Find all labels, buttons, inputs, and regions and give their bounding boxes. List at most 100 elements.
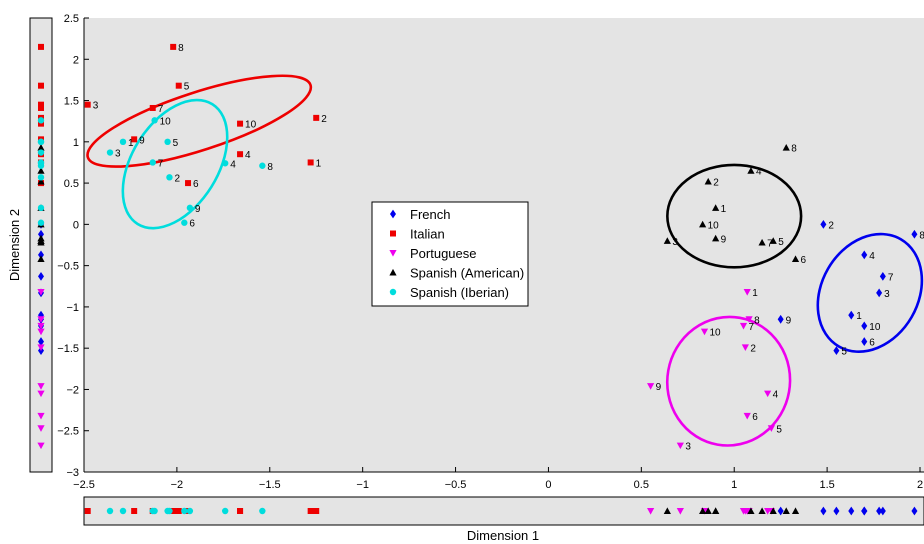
spanish-iberian-y-marginal-marker xyxy=(37,138,45,146)
italian-point-label: 6 xyxy=(193,179,199,190)
french-point xyxy=(861,321,868,331)
portuguese-x-marginal-marker xyxy=(647,508,655,515)
x-tick-label: 1.5 xyxy=(819,479,834,491)
portuguese-point xyxy=(764,390,772,398)
spanish-american-y-marginal-marker xyxy=(37,177,45,185)
x-tick-label: 1 xyxy=(731,479,737,491)
x-tick-label: −2.5 xyxy=(73,479,95,491)
spanish-american-point-label: 7 xyxy=(767,239,773,250)
french-x-marginal-marker xyxy=(820,506,827,516)
french-x-marginal-marker xyxy=(833,506,840,516)
french-y-marginal-marker xyxy=(38,337,44,346)
spanish-iberian-point-label: 1 xyxy=(128,138,134,149)
portuguese-point xyxy=(767,425,775,432)
legend-portuguese-marker xyxy=(389,250,397,257)
italian-x-marginal-marker xyxy=(131,508,138,514)
french-x-marginal-marker xyxy=(876,506,883,516)
spanish-american-point xyxy=(712,234,720,242)
y-tick-label: 1.5 xyxy=(64,96,79,108)
italian-point-label: 3 xyxy=(93,101,99,112)
french-point-label: 1 xyxy=(856,311,862,322)
spanish-iberian-point xyxy=(106,149,114,156)
legend-spanish-american-marker xyxy=(389,268,397,276)
french-x-marginal-marker xyxy=(911,506,918,516)
spanish-american-point xyxy=(791,255,800,263)
portuguese-point-label: 3 xyxy=(685,442,691,453)
italian-point-label: 8 xyxy=(178,43,184,54)
legend-box xyxy=(371,201,529,307)
y-tick-label: −1 xyxy=(66,302,79,314)
italian-point-label: 4 xyxy=(245,150,251,161)
french-point xyxy=(833,346,840,356)
italian-point-label: 5 xyxy=(184,82,190,93)
french-point-label: 6 xyxy=(869,338,875,349)
spanish-american-y-marginal-marker xyxy=(37,255,45,263)
portuguese-point-label: 5 xyxy=(776,424,782,435)
french-point-label: 8 xyxy=(919,230,924,241)
spanish-iberian-point-label: 6 xyxy=(189,219,195,230)
spanish-american-x-marginal-marker xyxy=(782,507,790,514)
french-point-label: 7 xyxy=(888,272,894,283)
italian-point xyxy=(237,151,244,158)
spanish-american-point-label: 10 xyxy=(708,220,720,231)
x-tick-label: 0 xyxy=(545,479,551,491)
italian-x-marginal-marker xyxy=(313,508,320,514)
spanish-american-point-label: 4 xyxy=(756,167,762,178)
italian-x-marginal-marker xyxy=(307,508,314,514)
french-point-label: 9 xyxy=(786,315,792,326)
italian-point xyxy=(307,159,314,166)
italian-point xyxy=(84,101,91,108)
italian-y-marginal-marker xyxy=(38,104,44,111)
portuguese-y-marginal-marker xyxy=(37,442,45,450)
y-tick-label: 2.5 xyxy=(64,13,79,25)
y-tick-label: −0.5 xyxy=(57,261,79,273)
spanish-iberian-y-marginal-marker xyxy=(37,162,45,169)
spanish-american-point-label: 2 xyxy=(713,177,719,188)
italian-x-marginal-marker xyxy=(175,508,182,514)
portuguese-y-marginal-marker xyxy=(37,412,45,420)
french-point xyxy=(777,314,784,324)
spanish-american-y-marginal-marker xyxy=(37,238,45,246)
point-labels: 1234567891012345678910123456789101234567… xyxy=(93,43,924,453)
portuguese-point xyxy=(743,289,751,296)
portuguese-y-marginal-marker xyxy=(37,316,45,323)
spanish-american-x-marginal-marker xyxy=(663,507,671,514)
portuguese-point xyxy=(741,344,749,351)
italian-point-label: 9 xyxy=(139,135,145,146)
x-tick-label: −2 xyxy=(171,479,184,491)
spanish-iberian-point xyxy=(151,117,158,124)
x-tick-label: 0.5 xyxy=(634,479,649,491)
french-point-label: 5 xyxy=(841,347,847,358)
y-tick-label: 0 xyxy=(73,219,79,231)
spanish-iberian-x-marginal-marker xyxy=(181,507,188,515)
spanish-iberian-point xyxy=(164,138,171,146)
spanish-iberian-x-marginal-marker xyxy=(106,507,114,515)
portuguese-point xyxy=(700,328,709,336)
french-x-marginal-marker xyxy=(848,506,855,516)
french-y-marginal-marker xyxy=(38,229,44,239)
legend-spanish-iberian-label: Spanish (Iberian) xyxy=(410,285,509,300)
spanish-iberian-point xyxy=(149,159,156,166)
spanish-american-x-marginal-marker xyxy=(747,507,755,514)
y-tick-label: −2 xyxy=(66,384,79,396)
french-point xyxy=(861,337,868,346)
portuguese-y-marginal-marker xyxy=(37,328,45,336)
spanish-american-x-marginal-marker xyxy=(699,507,707,514)
french-point xyxy=(820,219,827,229)
portuguese-point-label: 4 xyxy=(773,390,779,401)
y-marginal-markers xyxy=(37,43,45,450)
italian-x-marginal-marker xyxy=(170,508,177,514)
spanish-american-ellipse xyxy=(666,163,803,269)
spanish-iberian-point xyxy=(181,219,188,226)
french-point-label: 10 xyxy=(869,322,881,333)
y-tick-label: 2 xyxy=(73,54,79,66)
spanish-iberian-x-marginal-marker xyxy=(151,507,158,515)
spanish-american-point xyxy=(769,237,777,244)
spanish-american-x-marginal-marker xyxy=(758,507,766,514)
portuguese-y-marginal-marker xyxy=(37,390,45,398)
spanish-iberian-point xyxy=(119,138,127,146)
spanish-american-point xyxy=(712,204,720,211)
x-axis-label: Dimension 1 xyxy=(467,528,539,543)
french-point-label: 3 xyxy=(884,289,890,300)
spanish-iberian-x-marginal-marker xyxy=(186,507,194,515)
